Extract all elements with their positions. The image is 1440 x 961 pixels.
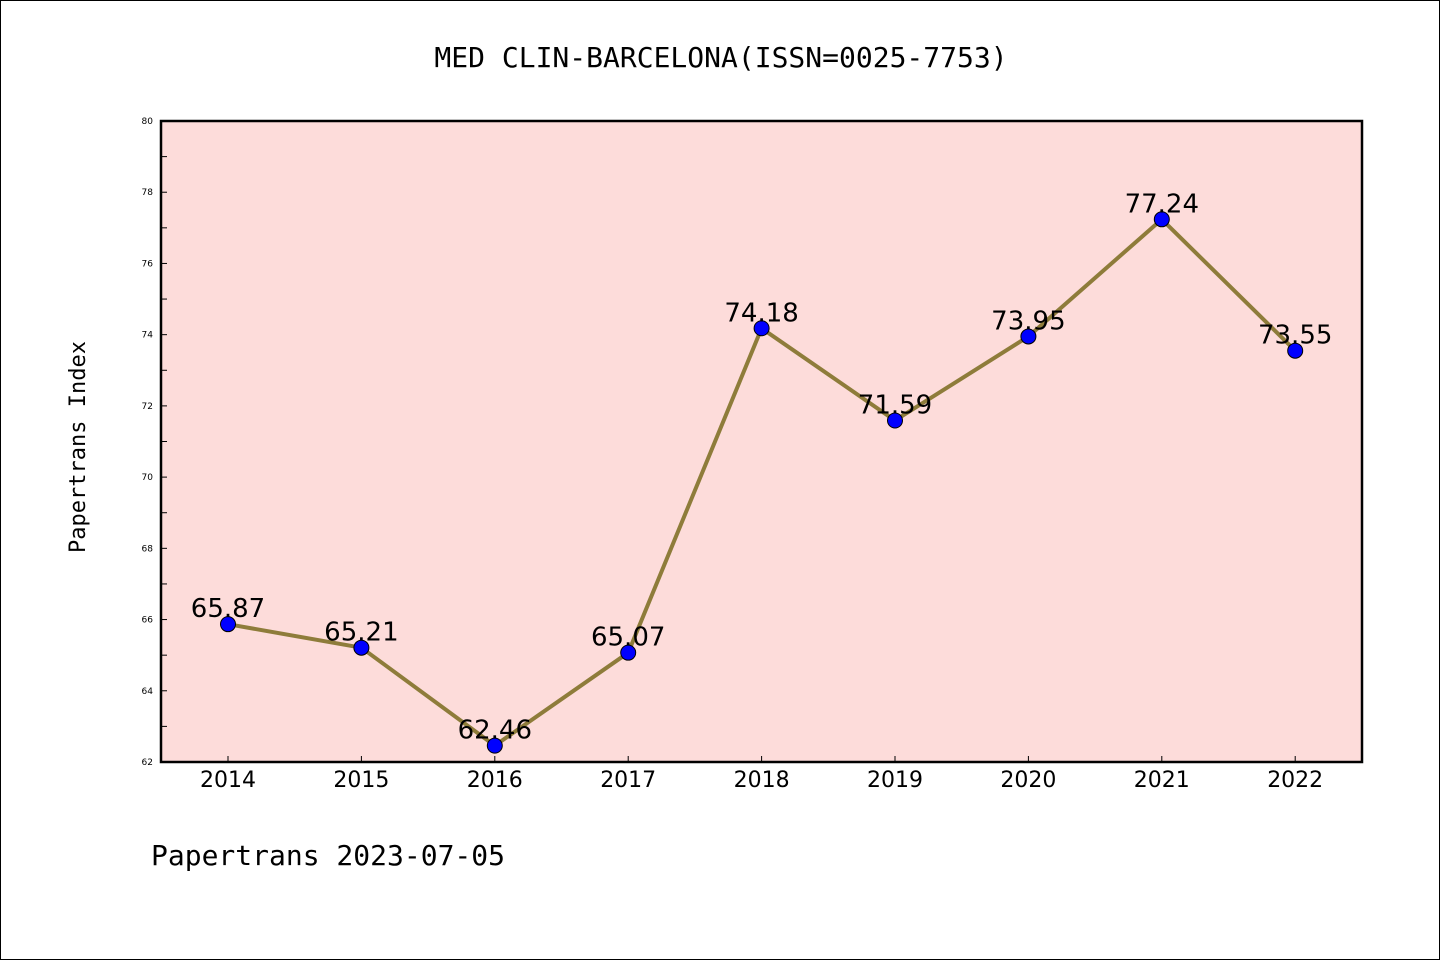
data-label: 74.18	[724, 298, 798, 328]
y-tick-label: 64	[142, 687, 154, 697]
data-label: 65.07	[591, 623, 665, 653]
footer-text: Papertrans 2023-07-05	[151, 839, 505, 872]
y-tick-label: 78	[142, 188, 154, 198]
data-labels: 65.87 65.21 62.46 65.07 74.18 71.59 73.95 77.24…	[191, 189, 1333, 745]
x-tick-label: 2022	[1267, 768, 1323, 793]
data-label: 65.21	[324, 618, 398, 648]
y-axis-label: Papertrans Index	[66, 341, 91, 553]
x-tick-label: 2019	[867, 768, 923, 793]
data-point	[220, 616, 236, 633]
data-point	[753, 320, 770, 337]
x-tick-label: 2020	[1000, 768, 1056, 793]
x-tick-label: 2016	[467, 768, 523, 793]
data-label: 73.95	[991, 306, 1065, 336]
data-point	[620, 644, 637, 661]
data-point	[1020, 328, 1037, 345]
y-tick-label: 70	[142, 473, 154, 483]
x-tick-label: 2014	[200, 768, 256, 793]
data-point	[486, 737, 503, 754]
y-tick-label: 62	[142, 758, 153, 768]
data-label: 62.46	[458, 716, 532, 746]
x-axis-ticks: 2014 2015 2016 2017 2018 2019 2020 2021 2022	[200, 756, 1323, 793]
data-point	[353, 639, 370, 656]
y-tick-label: 68	[142, 544, 154, 554]
data-label: 73.55	[1258, 321, 1332, 351]
y-tick-label: 76	[142, 259, 154, 269]
data-label: 77.24	[1125, 189, 1199, 219]
x-tick-label: 2015	[333, 768, 389, 793]
y-tick-label: 72	[142, 402, 153, 412]
x-tick-label: 2021	[1134, 768, 1190, 793]
x-tick-label: 2018	[734, 768, 790, 793]
chart-title: MED CLIN-BARCELONA(ISSN=0025-7753)	[434, 41, 1007, 74]
y-axis-ticks: 62 64 66 68 70 72 74 76 78 80	[142, 117, 167, 768]
y-tick-label: 66	[142, 616, 154, 626]
data-point	[1287, 342, 1304, 359]
data-point	[887, 412, 903, 429]
y-tick-label: 80	[142, 117, 154, 127]
data-label: 65.87	[191, 594, 265, 624]
data-point	[1153, 211, 1170, 228]
x-tick-label: 2017	[600, 768, 656, 793]
data-label: 71.59	[858, 390, 932, 420]
data-markers	[220, 211, 1304, 754]
y-tick-label: 74	[142, 331, 154, 341]
